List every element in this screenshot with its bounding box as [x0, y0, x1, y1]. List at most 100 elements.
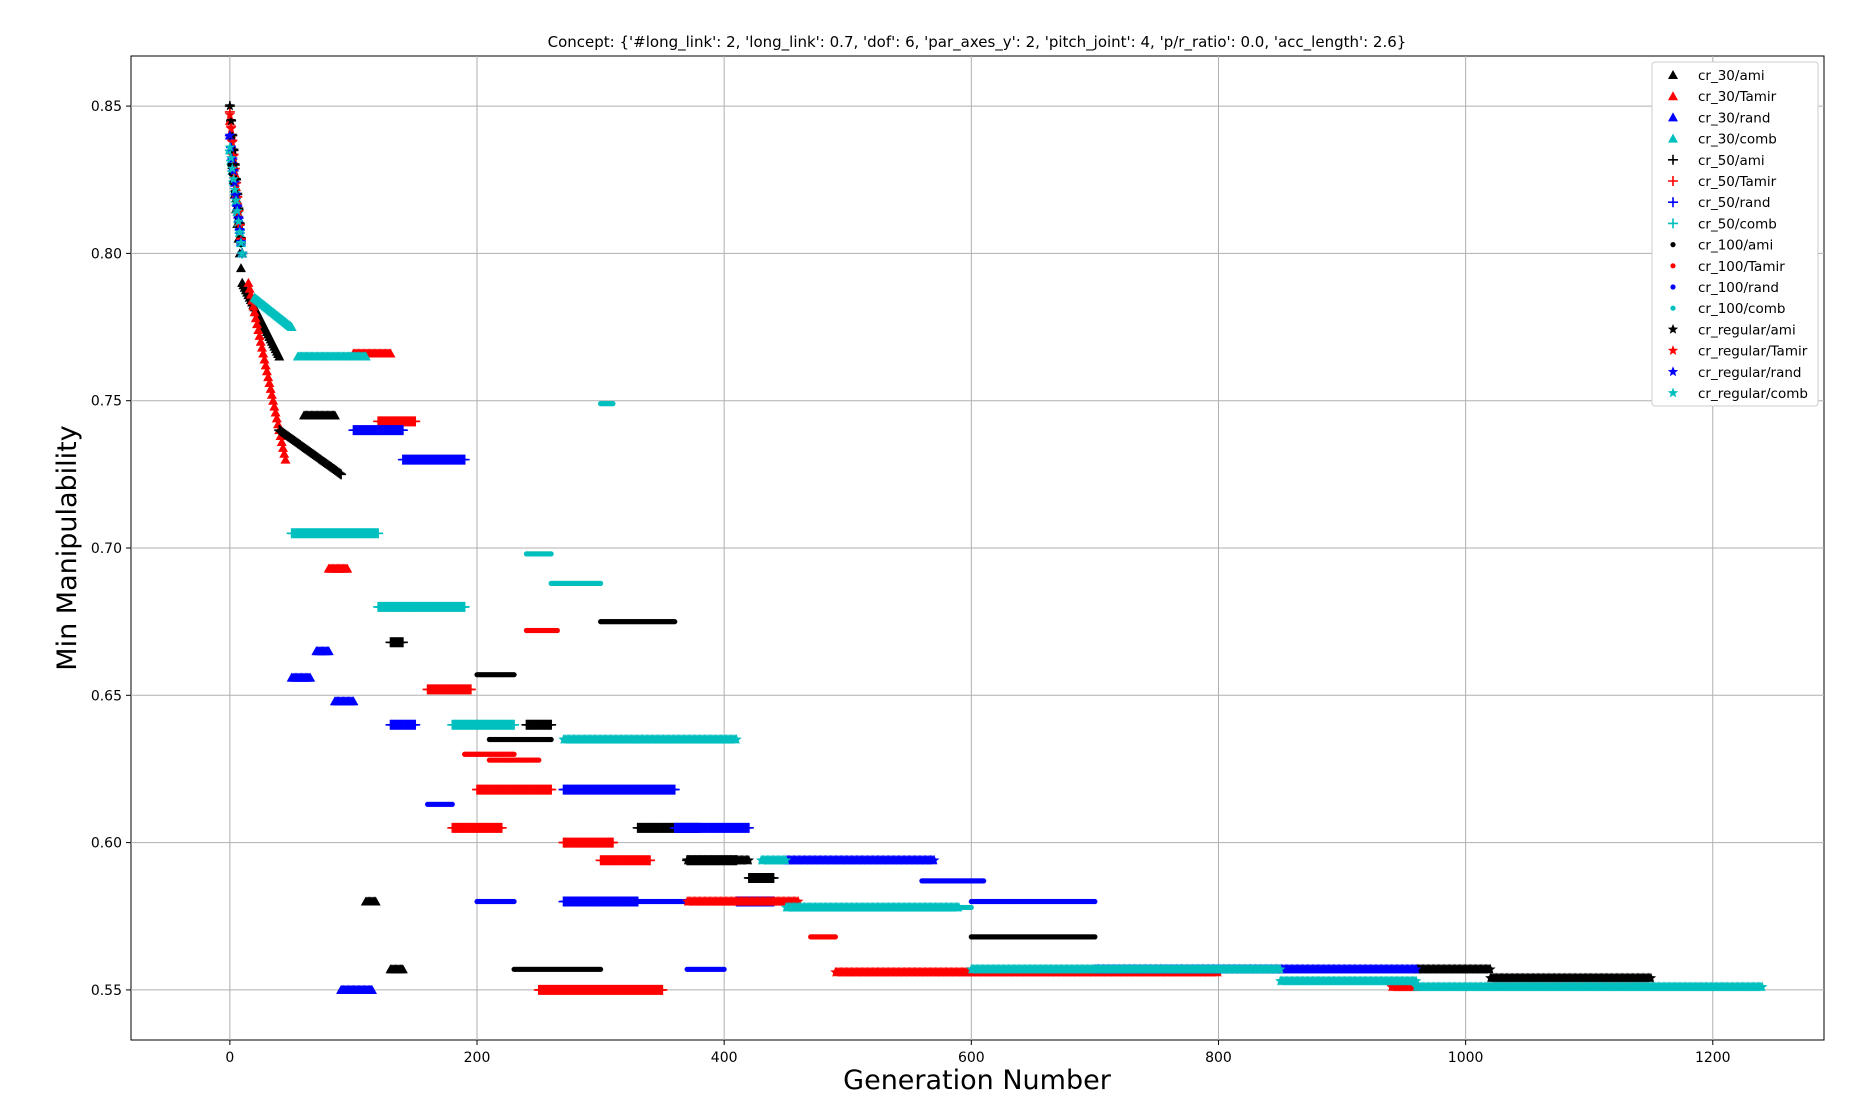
data-point: [968, 904, 974, 911]
legend-label: cr_regular/ami: [1698, 322, 1796, 338]
data-point: [1092, 934, 1098, 940]
data-point: [511, 751, 517, 757]
data-point: [370, 896, 381, 906]
data-point: [1757, 981, 1768, 992]
data-point: [253, 324, 264, 334]
data-point: [243, 277, 254, 287]
series-cr-regular-ami: [224, 100, 1657, 983]
data-point: [1411, 963, 1422, 974]
data-point: [270, 407, 281, 417]
y-tick-label: 0.75: [91, 394, 122, 410]
legend-item: cr_50/Tamir: [1668, 174, 1777, 190]
data-point: [230, 189, 242, 199]
legend-marker: [1670, 305, 1676, 311]
data-point: [234, 226, 245, 237]
series-cr-100-rand: [227, 132, 1098, 972]
data-point: [548, 551, 554, 557]
data-point: [233, 216, 244, 226]
data-point: [536, 757, 542, 763]
data-point: [548, 736, 554, 743]
series-cr-50-comb: [224, 145, 520, 730]
legend-marker: [1668, 176, 1678, 186]
data-point: [645, 855, 656, 866]
data-point: [366, 984, 377, 994]
data-point: [546, 719, 557, 730]
legend-box: [1651, 61, 1819, 407]
legend-item: cr_regular/rand: [1667, 365, 1801, 381]
series-cr-100-tamir: [227, 118, 838, 940]
data-point: [953, 901, 965, 912]
data-point: [279, 448, 290, 458]
legend-item: cr_50/ami: [1668, 153, 1765, 169]
data-point: [929, 854, 940, 865]
data-point: [465, 684, 476, 695]
data-point: [224, 130, 236, 140]
data-point: [509, 719, 520, 730]
data-point: [731, 734, 742, 744]
x-tick-label: 600: [958, 1050, 985, 1066]
data-point: [268, 395, 279, 405]
legend-label: cr_100/Tamir: [1698, 259, 1785, 275]
legend-marker: [1668, 112, 1678, 122]
legend-item: cr_100/comb: [1670, 301, 1785, 317]
data-point: [277, 442, 288, 452]
legend-item: cr_regular/Tamir: [1667, 344, 1808, 360]
data-point: [265, 383, 276, 393]
data-point: [252, 319, 263, 329]
legend-marker: [1670, 284, 1676, 290]
y-tick-label: 0.85: [91, 99, 122, 115]
data-point: [793, 896, 804, 906]
data-point: [360, 351, 371, 361]
legend-item: cr_regular/ami: [1667, 322, 1796, 338]
series-cr-30-rand: [224, 130, 377, 994]
data-point: [259, 354, 270, 364]
data-point: [657, 984, 668, 995]
data-point: [780, 854, 792, 865]
data-point: [260, 360, 271, 370]
data-point: [224, 109, 236, 120]
legend: cr_30/amicr_30/Tamircr_30/randcr_30/comb…: [1651, 61, 1819, 407]
data-point: [511, 898, 517, 905]
data-point: [274, 351, 285, 361]
legend-label: cr_30/rand: [1698, 110, 1770, 126]
data-point: [1645, 972, 1657, 983]
data-point: [276, 436, 287, 446]
data-point: [385, 348, 396, 358]
y-tick-label: 0.60: [91, 836, 122, 852]
data-point: [607, 837, 618, 848]
y-tick-label: 0.65: [91, 688, 122, 704]
data-point: [449, 801, 455, 807]
data-point: [266, 389, 277, 399]
legend-label: cr_50/Tamir: [1698, 174, 1777, 190]
legend-item: cr_100/Tamir: [1670, 259, 1785, 275]
x-tick-label: 0: [225, 1050, 234, 1066]
data-point: [237, 247, 248, 258]
data-point: [397, 637, 408, 648]
legend-item: cr_100/ami: [1670, 238, 1773, 254]
data-point: [1092, 898, 1098, 905]
data-point: [832, 934, 838, 940]
legend-marker: [1668, 197, 1678, 208]
data-point: [271, 413, 282, 423]
data-point: [329, 410, 340, 420]
data-point: [249, 307, 260, 317]
x-tick-label: 200: [464, 1050, 491, 1066]
x-axis-label: Generation Number: [843, 1065, 1112, 1096]
data-point: [1485, 963, 1496, 974]
data-point: [225, 115, 237, 126]
data-point: [254, 330, 265, 340]
data-point: [228, 151, 239, 161]
legend-marker: [1667, 323, 1679, 334]
legend-item: cr_30/rand: [1668, 110, 1770, 126]
data-point: [280, 454, 291, 464]
x-tick-label: 1000: [1448, 1050, 1484, 1066]
data-point: [269, 401, 280, 411]
legend-label: cr_100/rand: [1698, 280, 1779, 296]
data-point: [459, 601, 470, 612]
legend-marker: [1668, 154, 1678, 165]
legend-item: cr_30/Tamir: [1668, 89, 1777, 105]
legend-marker: [1667, 366, 1679, 377]
data-point: [255, 336, 266, 346]
legend-marker: [1668, 70, 1678, 79]
